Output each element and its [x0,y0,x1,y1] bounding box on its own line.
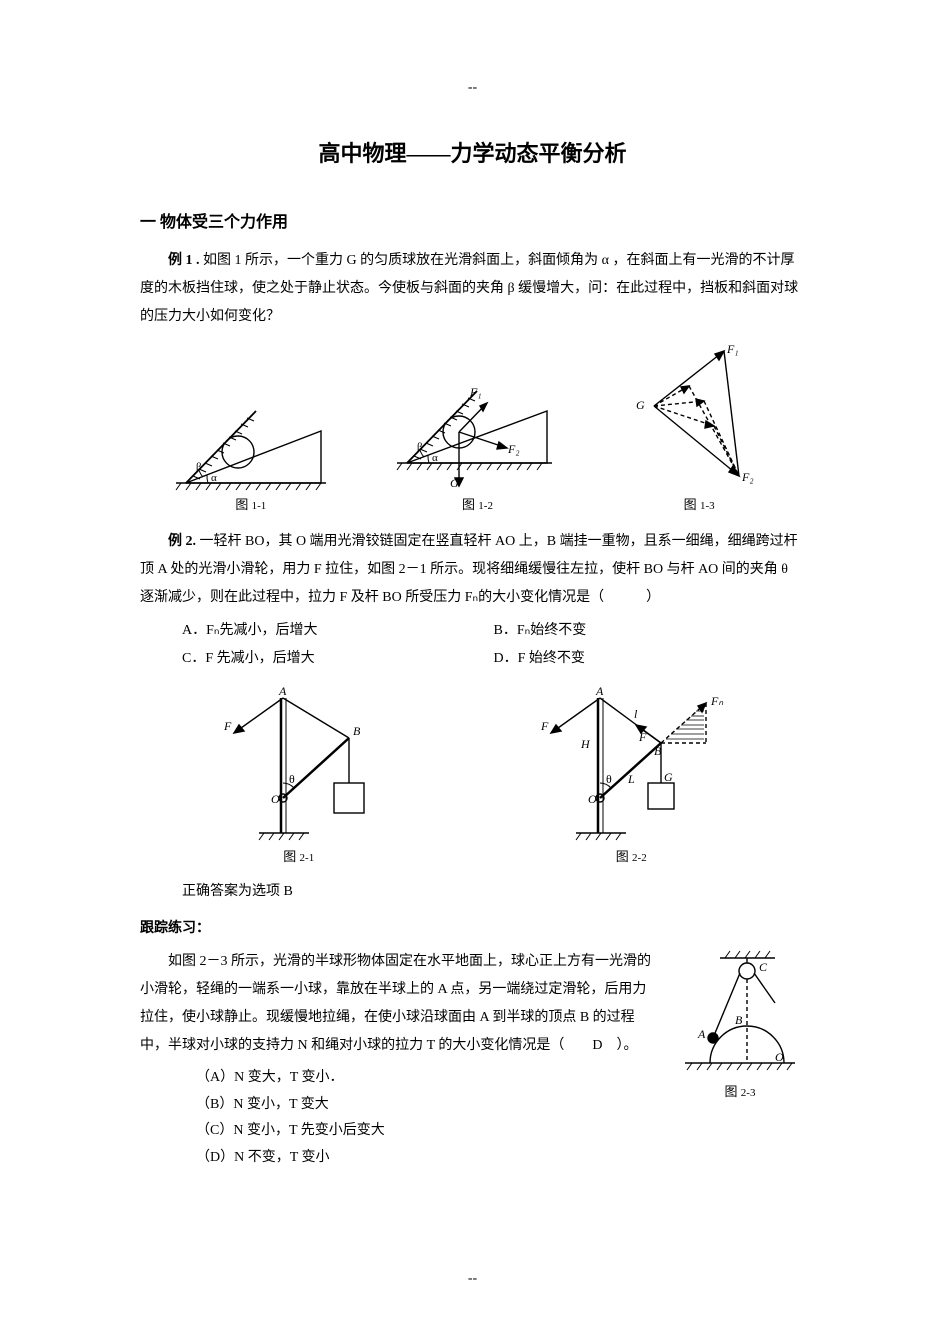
example2-label: 例 2. [168,534,196,549]
header-dash: -- [140,80,805,96]
exercise-header: 跟踪练习： [140,915,805,943]
example2-options-row1: A．Fₙ先减小，后增大 B．Fₙ始终不变 [140,617,805,645]
svg-text:θ: θ [606,772,612,786]
figure-1-3: F₁ G F₂ 图 1-3 [624,341,774,513]
option-A: A．Fₙ先减小，后增大 [182,617,494,645]
diagram-1-1: α β [171,391,331,491]
svg-text:θ: θ [289,772,295,786]
caption-1-2: 图 1-2 [462,494,493,513]
svg-text:A: A [595,684,604,698]
svg-text:O: O [775,1050,784,1064]
example2-answer: 正确答案为选项 B [140,880,805,900]
section-header-1: 一 物体受三个力作用 [140,208,805,232]
svg-text:G: G [636,398,645,412]
svg-text:O: O [588,792,597,806]
caption-1-1: 图 1-1 [235,494,266,513]
svg-text:F: F [540,719,549,733]
caption-2-1: 图 2-1 [283,846,314,865]
caption-2-3: 图 2-3 [725,1081,756,1100]
diagram-1-2: α β F₁ F₂ G [392,371,562,491]
page-title: 高中物理——力学动态平衡分析 [140,136,805,168]
diagram-2-2: A B O F Fₙ G H L l F θ [526,683,736,843]
svg-text:L: L [627,772,635,786]
svg-text:F₂: F₂ [741,470,754,484]
diagram-2-1: A B O F θ [209,683,389,843]
example1-label: 例 1 . [168,253,200,268]
example2-options-row2: C．F 先减小，后增大 D．F 始终不变 [140,645,805,673]
label-alpha: α [211,472,217,484]
svg-text:H: H [580,737,591,751]
diagram-1-3: F₁ G F₂ [624,341,774,491]
svg-text:Fₙ: Fₙ [710,694,723,708]
svg-text:B: B [735,1013,743,1027]
option-C: C．F 先减小，后增大 [182,645,494,673]
caption-1-3: 图 1-3 [684,494,715,513]
figure-2-3: A B C O 图 2-3 [675,948,805,1171]
footer-dash: -- [0,1271,945,1287]
svg-text:G: G [664,770,673,784]
label-beta: β [196,461,202,473]
figure-1-2: α β F₁ F₂ G 图 1-2 [392,371,562,513]
diagram-2-3: A B C O [680,948,800,1078]
exercise-option-A: （A）N 变大，T 变小． [140,1065,660,1092]
example2-text: 例 2. 一轻杆 BO，其 O 端用光滑铰链固定在竖直轻杆 AO 上，B 端挂一… [140,528,805,612]
svg-text:F: F [223,719,232,733]
svg-text:α: α [432,452,438,464]
svg-text:β: β [417,441,423,453]
figure-1-1: α β 图 1-1 [171,391,331,513]
exercise-option-D: （D）N 不变，T 变小 [140,1145,660,1172]
figure-2-2: A B O F Fₙ G H L l F θ 图 2-2 [526,683,736,865]
svg-text:A: A [278,684,287,698]
figures-row-1: α β 图 1-1 [140,341,805,513]
figures-row-2: A B O F θ 图 2-1 [140,683,805,865]
svg-text:F₁: F₁ [726,342,739,356]
svg-text:G: G [450,476,459,490]
svg-text:l: l [634,707,638,721]
exercise-text: 如图 2－3 所示，光滑的半球形物体固定在水平地面上，球心正上方有一光滑的小滑轮… [140,948,660,1060]
example1-text: 例 1 . 如图 1 所示，一个重力 G 的匀质球放在光滑斜面上，斜面倾角为 α… [140,247,805,331]
svg-text:B: B [654,744,662,758]
svg-text:F₁: F₁ [469,385,482,399]
exercise-option-B: （B）N 变小，T 变大 [140,1092,660,1119]
option-B: B．Fₙ始终不变 [494,617,806,645]
caption-2-2: 图 2-2 [616,846,647,865]
svg-text:C: C [759,960,768,974]
exercise-container: 如图 2－3 所示，光滑的半球形物体固定在水平地面上，球心正上方有一光滑的小滑轮… [140,948,805,1171]
svg-text:F: F [638,730,647,744]
svg-text:B: B [353,724,361,738]
exercise-option-C: （C）N 变小，T 先变小后变大 [140,1118,660,1145]
svg-text:O: O [271,792,280,806]
svg-text:A: A [697,1027,706,1041]
figure-2-1: A B O F θ 图 2-1 [209,683,389,865]
option-D: D．F 始终不变 [494,645,806,673]
svg-text:F₂: F₂ [507,442,520,456]
